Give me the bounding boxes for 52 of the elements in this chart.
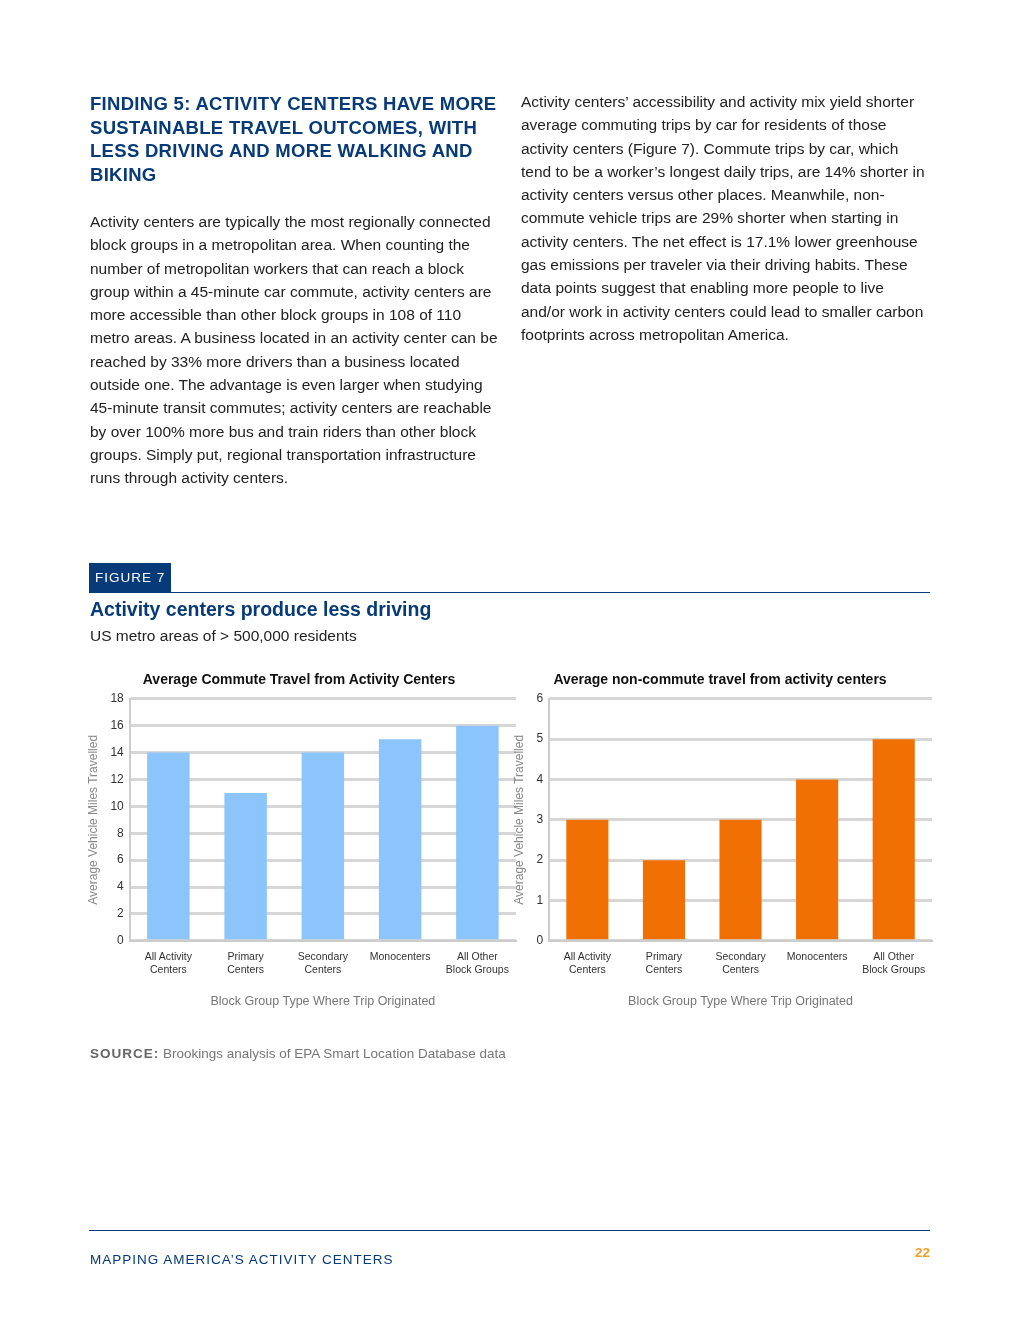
- x-tick-label: Primary Centers: [645, 949, 683, 975]
- y-tick-label: 10: [110, 798, 125, 813]
- text: Activity centers are typically the most regionally connected block groups in a metropolitan area. When counting the number of metropolitan workers that can reach a block group within a 45-minute car commute, activity centers are more accessible than other block groups in 108 of 110 metro areas. A business located in an activity center can be reached by 33% more drivers than a business located outside one. The advantage is even larger when studying 45-minute transit commutes; activity centers are reachable by over 100% more bus and train riders than other block groups. Simply put, regional transportation infrastructure runs through activity centers.: [90, 213, 498, 487]
- bar: [872, 739, 915, 940]
- chart-title: Average Commute Travel from Activity Centers: [142, 671, 456, 688]
- y-tick-label: 18: [110, 691, 125, 706]
- bar: [456, 725, 499, 940]
- caption: FIGURE 7: [89, 563, 172, 592]
- x-tick-label: All Activity Centers: [563, 949, 612, 975]
- x-tick-label: Secondary Centers: [297, 949, 349, 975]
- bar: [796, 779, 839, 940]
- y-tick-label: 0: [536, 933, 544, 948]
- bar: [301, 752, 345, 940]
- y-tick-label: 1: [536, 892, 544, 907]
- y-tick-label: 0: [117, 933, 125, 948]
- x-tick-label: Primary Centers: [227, 949, 265, 975]
- bar: [566, 819, 609, 940]
- y-tick-label: 3: [536, 812, 544, 827]
- text: Activity centers’ accessibility and activity mix yield shorter average commuting trips by car for residents of those activity centers (Figure 7). Commute trips by car, which tend to be a worker’s longest daily trips, are 14% shorter in activity centers versus other places. Meanwhile, non-commute vehicle trips are 29% shorter when starting in activity centers. The net effect is 17.1% lower greenhouse gas emissions per traveler via their driving habits. These data points suggest that enabling more people to live and/or work in activity centers could lead to smaller carbon footprints across metropolitan America.: [521, 93, 925, 343]
- x-axis-title: Block Group Type Where Trip Originated: [628, 993, 854, 1008]
- x-tick-label: All Other Block Groups: [862, 949, 926, 975]
- bar: [642, 860, 686, 940]
- chart-title: Average non-commute travel from activity centers: [553, 671, 887, 688]
- x-tick-label: Monocenters: [369, 949, 431, 962]
- y-tick-label: 5: [536, 731, 544, 746]
- bar: [147, 752, 190, 940]
- y-tick-label: 4: [536, 771, 544, 786]
- bar: [719, 819, 762, 940]
- y-axis-title: Average Vehicle Miles Travelled: [85, 734, 100, 905]
- text: US metro areas of > 500,000 residents: [90, 627, 357, 645]
- source-note: SOURCE: Brookings analysis of EPA Smart Location Database data: [90, 1046, 506, 1061]
- x-tick-label: Secondary Centers: [715, 949, 767, 975]
- text: FINDING 5: ACTIVITY CENTERS HAVE MORE SUSTAINABLE TRAVEL OUTCOMES, WITH LESS DRIVING AND MORE WALKING AND BIKING: [90, 92, 498, 186]
- y-tick-label: 14: [110, 744, 125, 759]
- y-tick-label: 2: [536, 852, 544, 867]
- y-tick-label: 8: [117, 825, 125, 840]
- y-tick-label: 2: [117, 906, 125, 921]
- text: Activity centers produce less driving: [90, 598, 432, 621]
- y-tick-label: 16: [110, 718, 125, 732]
- bar: [378, 739, 422, 940]
- y-tick-label: 4: [117, 879, 125, 894]
- x-axis-title: Block Group Type Where Trip Originated: [210, 993, 436, 1008]
- text: MAPPING AMERICA’S ACTIVITY CENTERS: [90, 1252, 394, 1267]
- y-tick-label: 6: [117, 852, 125, 867]
- bar: [224, 792, 267, 940]
- text: 22: [913, 1245, 930, 1260]
- y-tick-label: 6: [536, 691, 544, 706]
- y-tick-label: 12: [110, 771, 125, 786]
- x-tick-label: Monocenters: [786, 949, 848, 962]
- x-tick-label: All Other Block Groups: [445, 949, 509, 975]
- y-axis-title: Average Vehicle Miles Travelled: [511, 734, 526, 905]
- x-tick-label: All Activity Centers: [144, 949, 193, 975]
